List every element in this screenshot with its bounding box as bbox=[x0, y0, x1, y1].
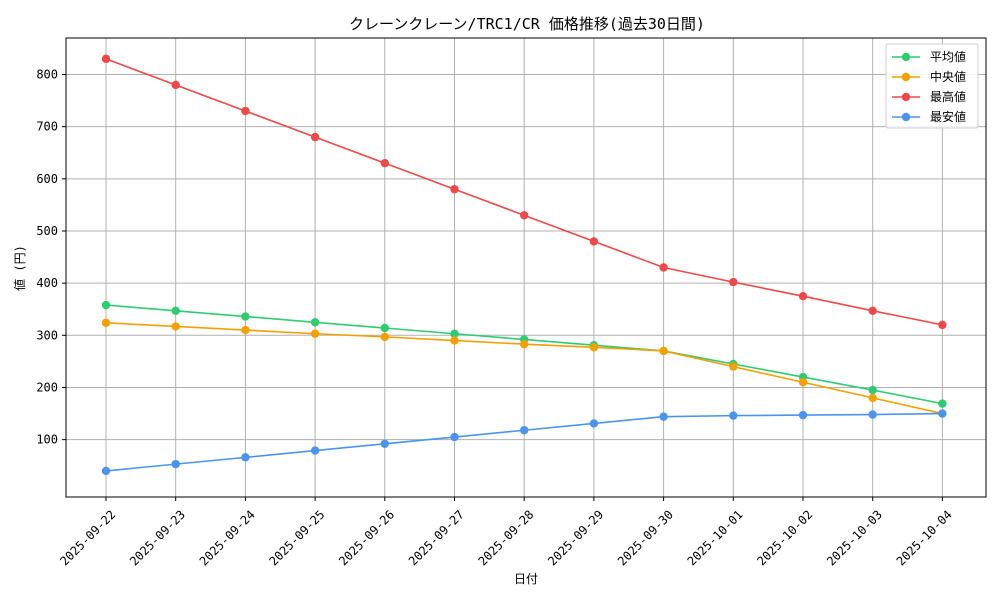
legend-item: 平均値 bbox=[892, 49, 966, 64]
y-tick-label: 500 bbox=[36, 224, 58, 238]
data-point bbox=[310, 132, 320, 142]
legend-marker bbox=[901, 72, 911, 82]
data-point bbox=[659, 263, 668, 272]
data-point bbox=[171, 459, 180, 469]
legend-label: 最安値 bbox=[930, 109, 966, 124]
data-point bbox=[101, 300, 111, 310]
data-point bbox=[798, 410, 808, 420]
data-point bbox=[241, 312, 250, 321]
data-point bbox=[310, 446, 320, 455]
data-point bbox=[659, 346, 668, 356]
data-point bbox=[729, 277, 738, 287]
y-axis-label: 値 (円) bbox=[12, 245, 27, 291]
data-point bbox=[450, 336, 459, 345]
legend-item: 最安値 bbox=[892, 109, 966, 124]
data-point bbox=[589, 419, 599, 428]
data-point bbox=[171, 306, 180, 315]
data-point bbox=[729, 411, 738, 420]
data-point bbox=[938, 399, 947, 408]
data-point bbox=[450, 185, 459, 194]
y-tick-label: 100 bbox=[36, 433, 58, 447]
series-最高値 bbox=[101, 54, 947, 330]
legend-label: 平均値 bbox=[930, 49, 966, 64]
data-point bbox=[380, 332, 389, 342]
data-point bbox=[450, 329, 459, 338]
data-point bbox=[798, 378, 808, 387]
legend-item: 最高値 bbox=[892, 89, 966, 104]
y-tick-label: 600 bbox=[36, 172, 58, 186]
y-tick-label: 200 bbox=[36, 380, 58, 394]
y-tick-label: 400 bbox=[36, 276, 58, 290]
y-tick-label: 300 bbox=[36, 328, 58, 342]
grid-layer bbox=[66, 38, 986, 497]
legend-marker bbox=[901, 92, 911, 102]
data-point bbox=[798, 291, 808, 301]
legend-box bbox=[885, 43, 979, 129]
data-point bbox=[868, 306, 877, 315]
data-point bbox=[868, 410, 877, 419]
data-point bbox=[659, 412, 668, 421]
x-axis-label: 日付 bbox=[514, 572, 538, 586]
data-point bbox=[310, 318, 320, 327]
data-point bbox=[241, 453, 250, 462]
legend-label: 最高値 bbox=[930, 89, 966, 104]
data-point bbox=[938, 409, 947, 418]
data-point bbox=[520, 426, 529, 435]
data-point bbox=[380, 158, 389, 168]
chart-title: クレーンクレーン/TRC1/CR 価格推移(過去30日間) bbox=[349, 15, 705, 33]
legend-marker bbox=[901, 112, 911, 122]
data-point bbox=[380, 439, 389, 448]
data-point bbox=[171, 322, 180, 331]
data-point bbox=[310, 329, 320, 338]
legend-item: 中央値 bbox=[892, 69, 966, 84]
data-point bbox=[729, 362, 738, 371]
data-point bbox=[171, 80, 180, 90]
data-point bbox=[101, 466, 111, 476]
data-point bbox=[868, 385, 877, 395]
data-point bbox=[241, 325, 250, 335]
data-point bbox=[589, 237, 599, 246]
data-point bbox=[101, 318, 111, 327]
y-tick-label: 700 bbox=[36, 120, 58, 134]
plot-frame bbox=[65, 37, 987, 498]
y-tick-label: 800 bbox=[36, 68, 58, 82]
data-point bbox=[938, 320, 947, 330]
data-point bbox=[868, 393, 877, 403]
data-point bbox=[520, 211, 529, 220]
data-point bbox=[241, 106, 250, 116]
data-point bbox=[101, 54, 111, 64]
series-最安値 bbox=[101, 409, 947, 476]
series-layer bbox=[101, 54, 947, 476]
data-point bbox=[589, 343, 599, 352]
data-point bbox=[520, 339, 529, 349]
data-point bbox=[450, 432, 459, 442]
legend-marker bbox=[901, 52, 911, 62]
data-point bbox=[380, 323, 389, 333]
legend-label: 中央値 bbox=[930, 69, 966, 84]
